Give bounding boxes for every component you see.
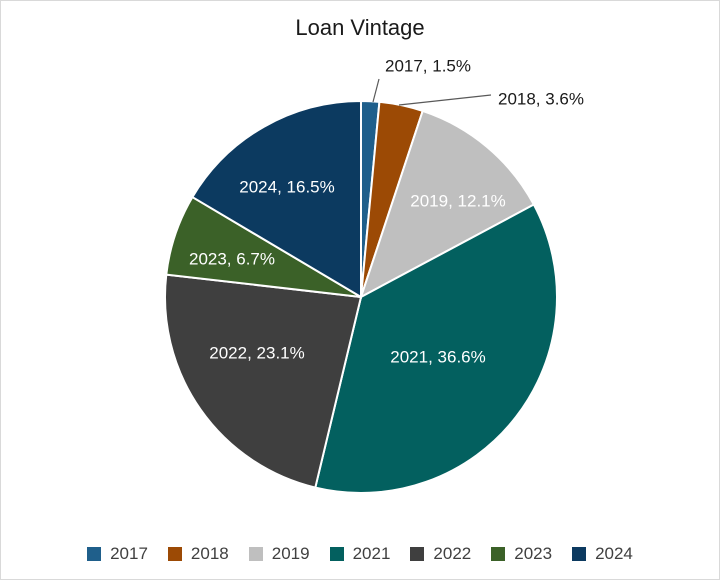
legend-label-2022: 2022: [433, 544, 472, 563]
data-label-2022: 2022, 23.1%: [209, 343, 304, 362]
legend-swatch-2017: [87, 547, 102, 561]
legend-item-2021: 2021: [329, 544, 391, 564]
legend-item-2018: 2018: [167, 544, 229, 564]
data-label-2021: 2021, 36.6%: [390, 347, 485, 366]
legend-label-2021: 2021: [352, 544, 391, 563]
pie-slice-2021: [314, 203, 558, 494]
legend-label-2017: 2017: [110, 544, 148, 563]
legend-swatch-2018: [167, 547, 182, 561]
legend: 2017 2018 2019 2021 2022 2023 2024: [1, 544, 719, 564]
data-label-2023: 2023, 6.7%: [189, 249, 275, 268]
leader-line-2018: [398, 94, 492, 106]
pie-slice-2022: [164, 273, 363, 489]
legend-item-2017: 2017: [87, 544, 148, 564]
legend-item-2019: 2019: [248, 544, 310, 564]
legend-swatch-2024: [572, 547, 587, 561]
legend-label-2019: 2019: [271, 544, 310, 563]
legend-item-2022: 2022: [410, 544, 471, 564]
legend-swatch-2022: [410, 547, 425, 561]
legend-item-2024: 2024: [572, 544, 633, 564]
legend-label-2024: 2024: [595, 544, 633, 563]
leader-line-2017: [372, 78, 380, 103]
data-label-2018: 2018, 3.6%: [498, 89, 584, 108]
pie-slice-2019: [359, 109, 536, 300]
legend-item-2023: 2023: [491, 544, 552, 564]
legend-label-2018: 2018: [190, 544, 229, 563]
legend-swatch-2019: [248, 547, 263, 561]
data-label-2024: 2024, 16.5%: [239, 177, 334, 196]
legend-label-2023: 2023: [514, 544, 553, 563]
data-label-2019: 2019, 12.1%: [410, 191, 505, 210]
legend-swatch-2021: [329, 547, 344, 561]
data-label-2017: 2017, 1.5%: [385, 56, 471, 75]
pie-slice-2024: [191, 99, 362, 299]
legend-swatch-2023: [491, 547, 506, 561]
chart-title: Loan Vintage: [295, 15, 425, 40]
